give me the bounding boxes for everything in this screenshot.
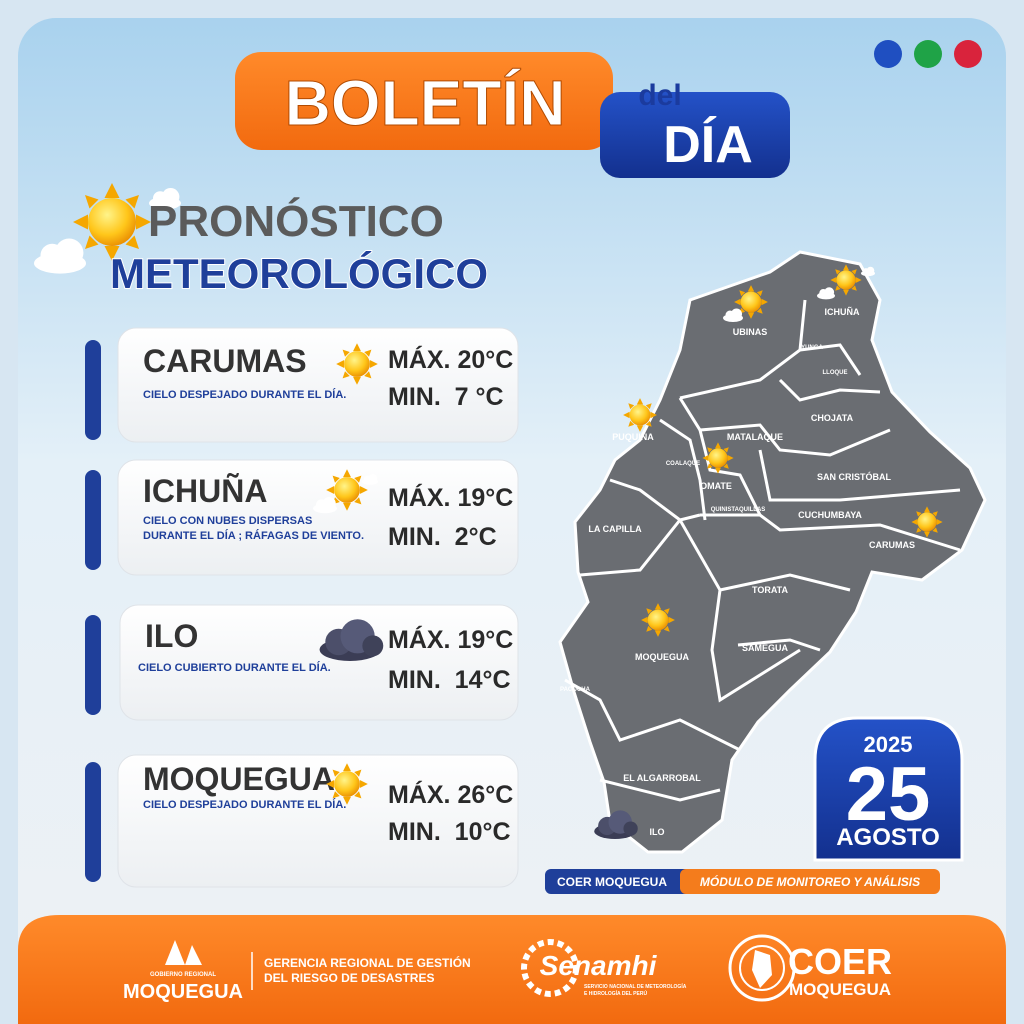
gov-small: GOBIERNO REGIONAL bbox=[150, 972, 216, 978]
senamhi-sub: E HIDROLOGÍA DEL PERÚ bbox=[584, 989, 647, 997]
map-label: TORATA bbox=[752, 585, 788, 595]
date-badge: 2025 25 AGOSTO bbox=[813, 716, 964, 862]
map-label: OMATE bbox=[700, 481, 732, 491]
dot bbox=[874, 40, 902, 68]
map-label: SAMEGUA bbox=[742, 643, 789, 653]
senamhi-sub: SERVICIO NACIONAL DE METEOROLOGÍA bbox=[584, 982, 687, 990]
description: CIELO CON NUBES DISPERSAS bbox=[143, 515, 312, 527]
place: CARUMAS bbox=[143, 343, 307, 379]
map-label: ICHUÑA bbox=[825, 307, 860, 317]
map-label: ILO bbox=[650, 827, 665, 837]
map-label: SAN CRISTÓBAL bbox=[817, 471, 892, 482]
description: CIELO DESPEJADO DURANTE EL DÍA. bbox=[143, 798, 346, 811]
map-label: PUQUINA bbox=[612, 432, 654, 442]
description: CIELO CUBIERTO DURANTE EL DÍA. bbox=[138, 661, 331, 674]
map-label: LA CAPILLA bbox=[588, 524, 642, 534]
max: MÁX. 19°C bbox=[388, 483, 513, 512]
title-banner bbox=[235, 52, 613, 150]
min: MIN. 10°C bbox=[388, 818, 511, 846]
map-label: CHOJATA bbox=[811, 413, 854, 423]
min: MIN. 7 °C bbox=[388, 383, 504, 411]
subtitle-bottom: DÍA bbox=[663, 116, 753, 174]
min: MIN. 2°C bbox=[388, 523, 497, 551]
map-label: CUCHUMBAYA bbox=[798, 510, 862, 520]
tag-text: COER MOQUEGUA bbox=[557, 875, 667, 889]
senamhi-logo: Senamhi SERVICIO NACIONAL DE METEOROLOGÍ… bbox=[521, 939, 687, 997]
forecast-card: CARUMAS CIELO DESPEJADO DURANTE EL DÍA. … bbox=[85, 327, 519, 443]
max: MÁX. 20°C bbox=[388, 345, 513, 374]
map-label: CARUMAS bbox=[869, 540, 915, 550]
subtitle-top: del bbox=[638, 79, 681, 112]
map: UBINAS ICHUÑA YUNGA LLOQUE CHOJATA MATAL… bbox=[558, 250, 987, 854]
title: BOLETÍN bbox=[285, 67, 566, 139]
section-title-1: PRONÓSTICO bbox=[148, 196, 444, 246]
description: CIELO DESPEJADO DURANTE EL DÍA. bbox=[143, 388, 346, 401]
map-label: PACOCHA bbox=[560, 687, 591, 693]
min: MIN. 14°C bbox=[388, 666, 511, 694]
description: DURANTE EL DÍA ; RÁFAGAS DE VIENTO. bbox=[143, 529, 364, 542]
max: MÁX. 26°C bbox=[388, 780, 513, 809]
max: MÁX. 19°C bbox=[388, 625, 513, 654]
section-title-2: METEOROLÓGICO bbox=[110, 249, 488, 297]
tag bbox=[680, 869, 940, 894]
month: AGOSTO bbox=[836, 824, 940, 851]
place: ILO bbox=[145, 618, 198, 654]
map-label: MATALAQUE bbox=[727, 432, 783, 442]
map-label: COALAQUE bbox=[666, 461, 700, 467]
coer-name: COER bbox=[788, 941, 892, 982]
day: 25 bbox=[846, 752, 931, 837]
gov-logo: GOBIERNO REGIONAL MOQUEGUA bbox=[123, 940, 243, 1003]
map-label: LLOQUE bbox=[823, 370, 848, 376]
coer-logo: COER MOQUEGUA bbox=[728, 934, 892, 1002]
place: MOQUEGUA bbox=[143, 761, 335, 797]
dot bbox=[914, 40, 942, 68]
subtitle-box bbox=[600, 92, 790, 178]
office: GERENCIA REGIONAL DE GESTIÓN bbox=[264, 955, 471, 970]
map-label: EL ALGARROBAL bbox=[623, 773, 701, 783]
forecast-card: MOQUEGUA CIELO DESPEJADO DURANTE EL DÍA.… bbox=[85, 754, 519, 888]
gov-name: MOQUEGUA bbox=[123, 981, 243, 1003]
year: 2025 bbox=[864, 732, 913, 757]
footer bbox=[18, 915, 1006, 1024]
map-label: MOQUEGUA bbox=[635, 652, 690, 662]
tag bbox=[545, 869, 695, 894]
map-label: YUNGA bbox=[801, 345, 823, 351]
forecast-card: ILO CIELO CUBIERTO DURANTE EL DÍA. MÁX. … bbox=[85, 604, 519, 721]
place: ICHUÑA bbox=[143, 473, 267, 509]
map-label: UBINAS bbox=[733, 327, 768, 337]
map-label: QUINISTAQUILLAS bbox=[711, 507, 766, 513]
coer-sub: MOQUEGUA bbox=[789, 980, 891, 999]
senamhi-name: Senamhi bbox=[540, 950, 658, 981]
forecast-card: ICHUÑA CIELO CON NUBES DISPERSAS DURANTE… bbox=[85, 459, 519, 576]
office: DEL RIESGO DE DESASTRES bbox=[264, 971, 434, 985]
tag-text: MÓDULO DE MONITOREO Y ANÁLISIS bbox=[700, 874, 920, 889]
dot bbox=[954, 40, 982, 68]
